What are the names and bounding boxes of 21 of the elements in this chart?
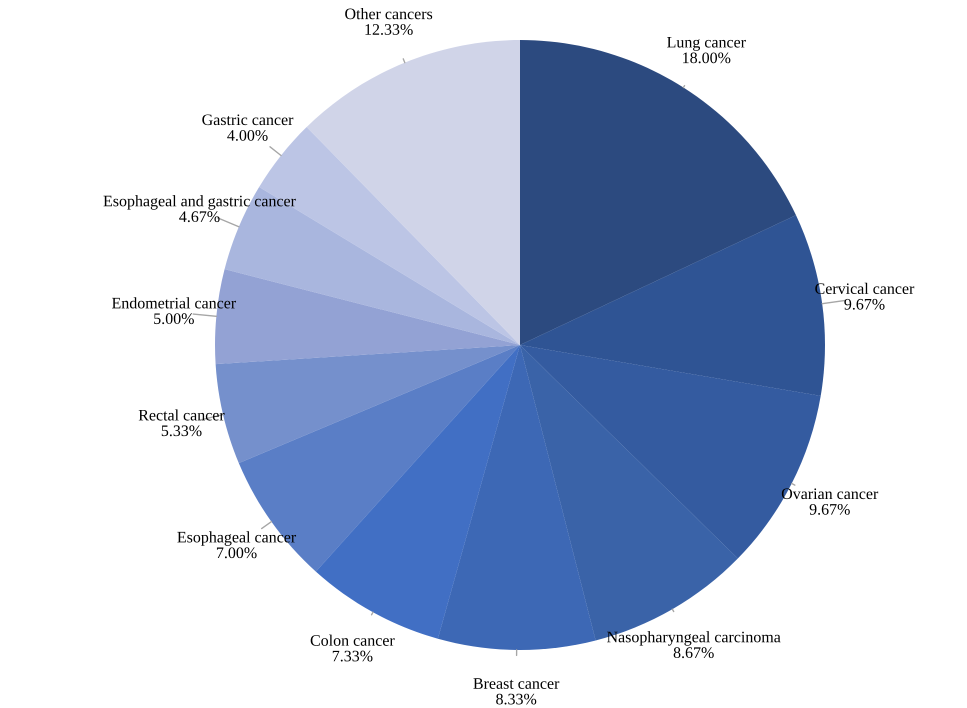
data-label: 8.67% xyxy=(674,647,714,658)
slice-label: Breast cancer xyxy=(473,678,560,689)
slice-label: Gastric cancer xyxy=(202,114,294,126)
slice-label: Esophageal and gastric cancer xyxy=(103,195,296,210)
slice-label: Endometrial cancer xyxy=(112,297,236,308)
data-label: 7.00% xyxy=(216,547,257,558)
data-label: 9.67% xyxy=(844,298,885,310)
data-label: 18.00% xyxy=(683,52,730,64)
data-label: 5.00% xyxy=(154,313,194,324)
slice-label: Colon cancer xyxy=(310,634,395,646)
data-label: 4.00% xyxy=(227,130,268,141)
data-label: 4.67% xyxy=(179,211,220,222)
slice-label: Other cancers xyxy=(345,8,432,20)
data-label: 12.33% xyxy=(365,24,413,35)
data-label: 9.67% xyxy=(810,504,850,515)
data-label: 8.33% xyxy=(496,694,536,705)
data-label: 5.33% xyxy=(162,425,202,436)
slice-label: Nasopharyngeal carcinoma xyxy=(607,631,781,646)
slice-label: Lung cancer xyxy=(667,36,746,51)
data-label: 7.33% xyxy=(332,650,372,662)
slice-label: Rectal cancer xyxy=(138,409,225,421)
